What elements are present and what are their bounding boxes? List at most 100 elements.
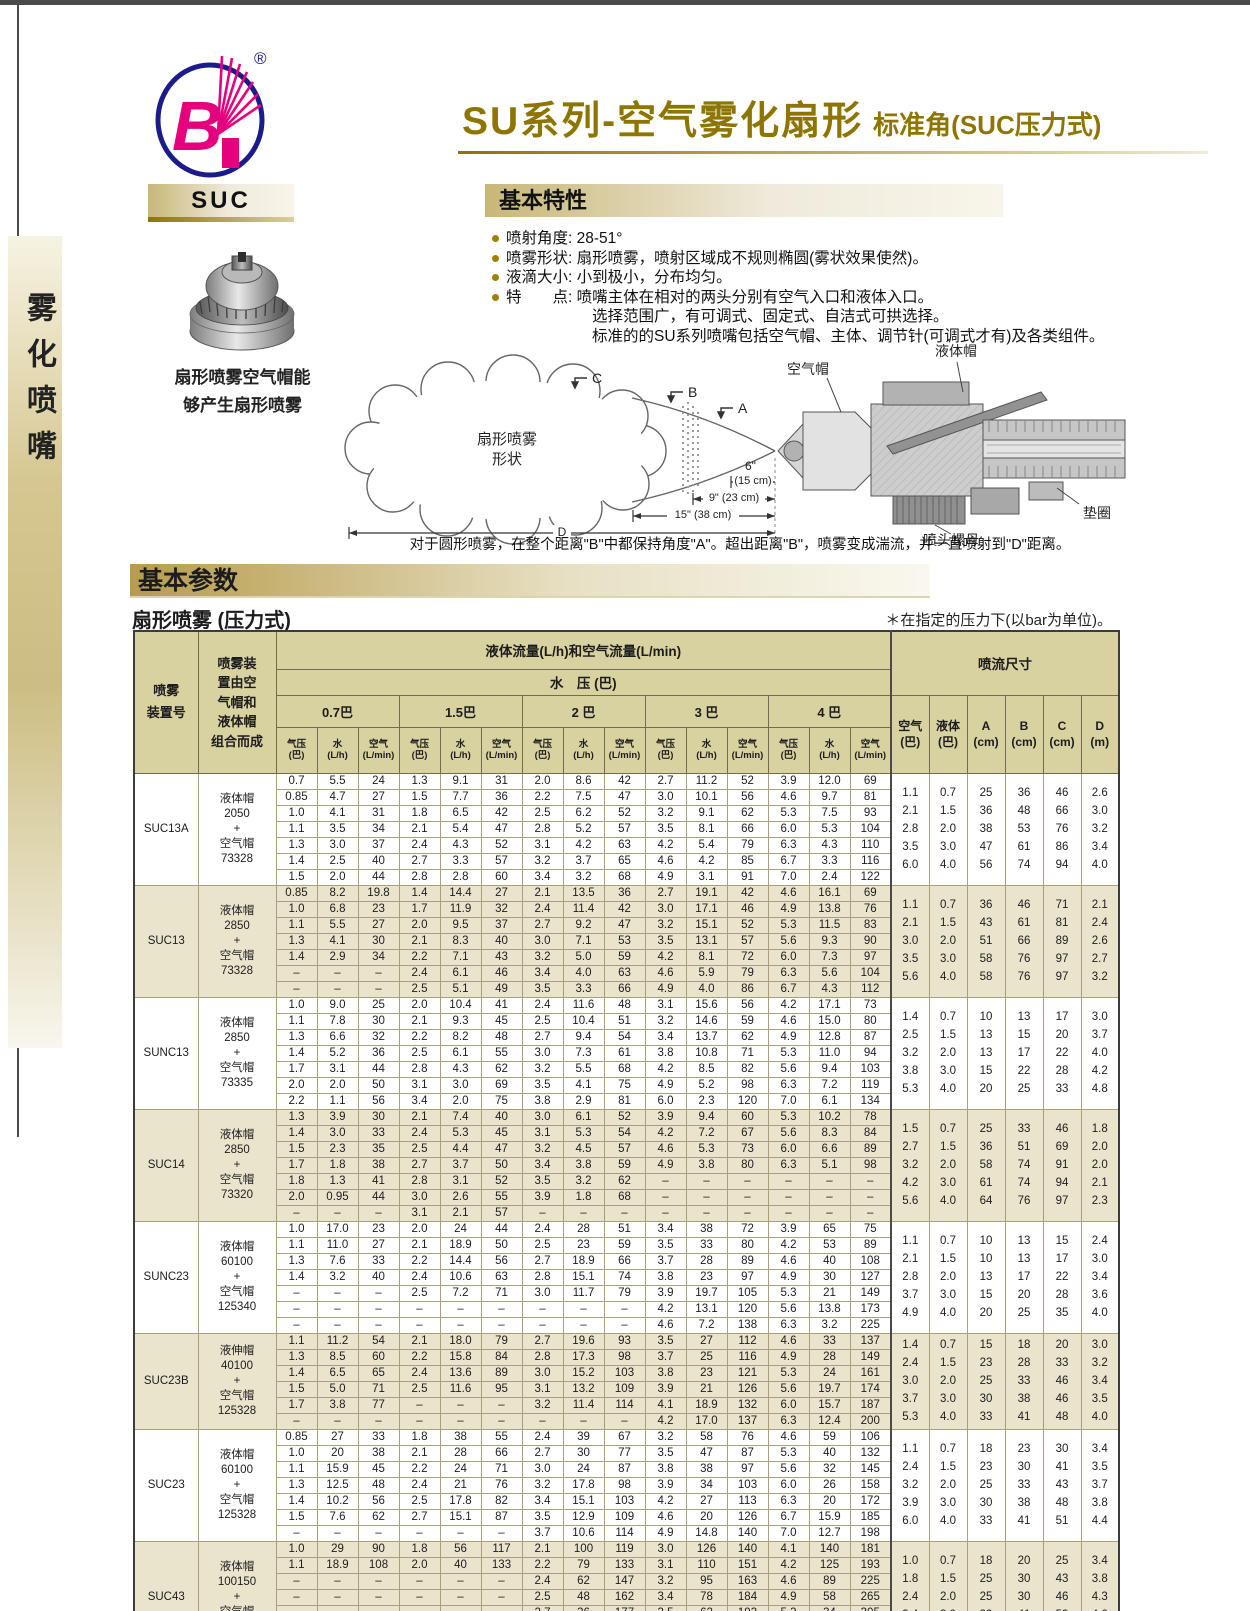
flow-value-cell: 71 <box>480 1284 523 1302</box>
flow-value-cell: 140 <box>726 1524 769 1542</box>
flow-value-cell: – <box>357 1204 400 1222</box>
spray-size-value: 0.7 <box>940 899 956 911</box>
flow-value-cell: 54 <box>603 1124 646 1142</box>
flow-value-cell: 1.0 <box>275 900 318 918</box>
spray-size-value: 46 <box>1055 1393 1069 1405</box>
spray-size-value: 61 <box>1017 841 1031 853</box>
flow-value-cell: 4.9 <box>644 1076 687 1094</box>
spray-diagram-drawing: C B A 扇形喷雾 形状 6" ( <box>344 343 1126 548</box>
flow-value-cell: 94 <box>849 1044 892 1062</box>
spray-size-value: 25 <box>1017 1083 1031 1095</box>
spray-size-value: 76 <box>1017 1195 1031 1207</box>
spray-size-value: 3.2 <box>902 1159 919 1171</box>
spray-size-value: 76 <box>1017 971 1031 983</box>
flow-value-cell: 59 <box>808 1428 851 1446</box>
spray-size-value: 91 <box>1055 1159 1069 1171</box>
flow-value-cell: 120 <box>726 1092 769 1110</box>
flow-value-cell: 5.2 <box>316 1044 359 1062</box>
spray-size-value: 3.9 <box>902 1497 919 1509</box>
flow-value-cell: 71 <box>480 1460 523 1478</box>
flow-value-cell: – <box>439 1396 482 1414</box>
spray-size-value: 3.8 <box>1091 1497 1108 1509</box>
header-sub-col: 空气 (L/min) <box>357 726 400 774</box>
spray-size-value: 3.0 <box>940 841 956 853</box>
flow-value-cell: 4.6 <box>767 884 810 902</box>
flow-value-cell: 113 <box>726 1492 769 1510</box>
spray-size-value: 41 <box>1055 1461 1069 1473</box>
flow-value-cell: 3.4 <box>521 868 564 886</box>
flow-value-cell: 7.3 <box>562 1044 605 1062</box>
flow-value-cell: 36 <box>603 884 646 902</box>
flow-value-cell: – <box>808 1204 851 1222</box>
flow-value-cell: 4.9 <box>767 1028 810 1046</box>
spray-size-value: 3.4 <box>1091 1443 1108 1455</box>
table-row: – – –3.1 2.1 57– – – – – – – – – <box>134 1204 1119 1222</box>
flow-value-cell: 5.4 <box>685 836 728 854</box>
spray-size-value: 74 <box>1017 859 1031 871</box>
flow-value-cell: 14.4 <box>439 1252 482 1270</box>
spray-size-value: 2.0 <box>940 1591 956 1603</box>
feature-item: 液滴大小: 小到极小，分布均匀。 <box>492 268 1232 288</box>
flow-value-cell: 20 <box>685 1508 728 1526</box>
flow-value-cell: 4.9 <box>644 868 687 886</box>
flow-value-cell: 3.7 <box>521 1524 564 1542</box>
flow-value-cell: 3.2 <box>644 1572 687 1590</box>
flow-value-cell: 31 <box>357 804 400 822</box>
flow-value-cell: 44 <box>357 1188 400 1206</box>
flow-value-cell: 1.3 <box>275 1348 318 1366</box>
dim-9in-label: 9" (23 cm) <box>709 492 759 504</box>
spray-size-value: 2.0 <box>940 1159 956 1171</box>
table-row: 1.1 18.9 108 2.0 40 133 2.2 79 133 3.1 110 151 4.2 12… <box>134 1556 1119 1574</box>
flow-value-cell: 3.8 <box>685 1156 728 1174</box>
flow-value-cell: 29 <box>316 1540 359 1558</box>
flow-value-cell: – <box>521 1300 564 1318</box>
flow-value-cell: 10.4 <box>562 1012 605 1030</box>
spray-size-value: 51 <box>1055 1515 1069 1527</box>
flow-value-cell: 42 <box>726 884 769 902</box>
flow-value-cell: – <box>644 1172 687 1190</box>
spray-size-value: 1.5 <box>940 1461 956 1473</box>
spray-size-value: 1.1 <box>902 899 919 911</box>
flow-value-cell: – <box>726 1204 769 1222</box>
flow-value-cell: 3.1 <box>316 1060 359 1078</box>
flow-value-cell: 6.3 <box>767 1076 810 1094</box>
flow-value-cell: 225 <box>849 1572 892 1590</box>
flow-value-cell: 2.8 <box>398 1060 441 1078</box>
flow-value-cell: 2.6 <box>439 1188 482 1206</box>
spray-size-value: 30 <box>1017 1461 1031 1473</box>
flow-value-cell: 6.8 <box>316 900 359 918</box>
flow-value-cell: 84 <box>849 1124 892 1142</box>
flow-value-cell: 2.2 <box>275 1092 318 1110</box>
flow-value-cell: – <box>644 1204 687 1222</box>
flow-value-cell: 3.4 <box>521 1492 564 1510</box>
flow-value-cell: – <box>603 1204 646 1222</box>
spray-size-cell: 0.71.52.03.04.0 <box>928 1540 968 1611</box>
flow-value-cell: 1.8 <box>275 1172 318 1190</box>
spray-size-value: 2.1 <box>1091 899 1108 911</box>
flow-value-cell: 4.6 <box>767 1332 810 1350</box>
flow-value-cell: – <box>849 1188 892 1206</box>
flow-value-cell: 54 <box>357 1332 400 1350</box>
composition-cell: 液体帽 2850 + 空气帽 73328 <box>197 884 277 998</box>
flow-value-cell: 61 <box>603 1044 646 1062</box>
flow-value-cell: 3.1 <box>521 1380 564 1398</box>
flow-value-cell: 10.6 <box>562 1524 605 1542</box>
flow-value-cell: 2.5 <box>398 1284 441 1302</box>
flow-value-cell: 56 <box>357 1492 400 1510</box>
flow-value-cell: 2.4 <box>398 1364 441 1382</box>
spray-size-value: 36 <box>979 899 993 911</box>
logo-letter: B <box>172 87 223 165</box>
flow-value-cell: – <box>275 1316 318 1334</box>
flow-value-cell: 21 <box>808 1284 851 1302</box>
flow-value-cell: 67 <box>726 1124 769 1142</box>
flow-value-cell: 18.9 <box>439 1236 482 1254</box>
flow-value-cell: 172 <box>849 1492 892 1510</box>
flow-value-cell: 15.6 <box>685 996 728 1014</box>
spray-size-value: 61 <box>979 1177 993 1189</box>
flow-value-cell: 4.9 <box>644 1524 687 1542</box>
flow-value-cell: 162 <box>603 1588 646 1606</box>
flow-value-cell: 10.1 <box>685 788 728 806</box>
table-row: 1.7 3.1 44 2.8 4.3 62 3.2 5.5 68 4.2 8.5 82 5.6 9.4 10… <box>134 1060 1119 1078</box>
flow-value-cell: 15.8 <box>439 1348 482 1366</box>
flow-value-cell: 50 <box>480 1236 523 1254</box>
